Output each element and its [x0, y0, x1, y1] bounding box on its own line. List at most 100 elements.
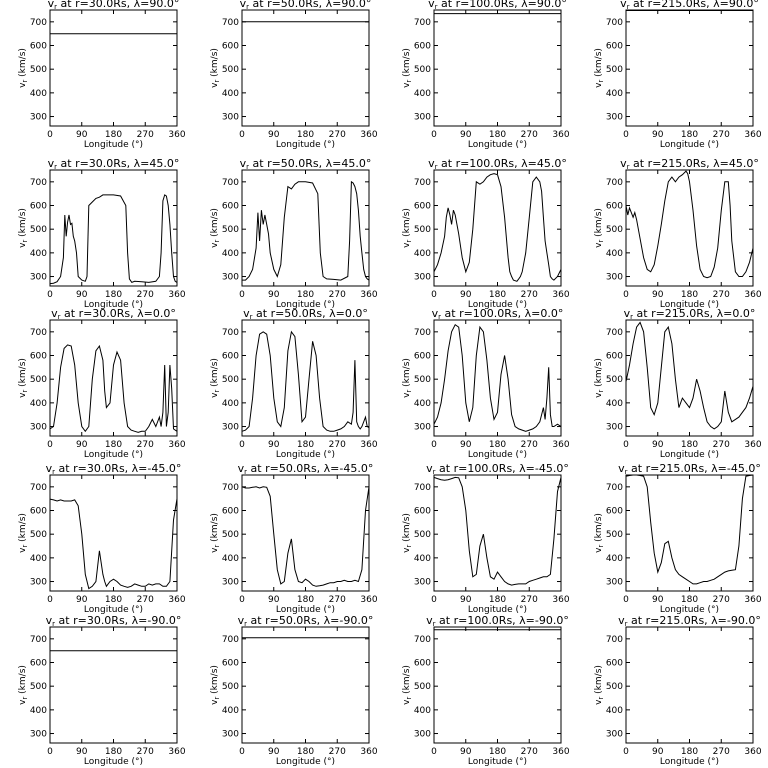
plot-frame: [241, 9, 370, 127]
panel-title: vr at r=215.0Rs, λ=45.0°: [620, 157, 759, 171]
y-axis-label: vr (km/s): [210, 48, 221, 88]
y-tick-label: 300: [414, 273, 431, 283]
y-tick-label: 700: [30, 483, 47, 493]
x-tick-label: 0: [623, 290, 629, 300]
plot-frame: [49, 474, 178, 592]
y-tick-label: 400: [30, 399, 47, 409]
y-tick-label: 600: [222, 507, 239, 517]
y-tick-label: 500: [30, 682, 47, 692]
series-line: [49, 498, 178, 590]
y-tick-label: 500: [222, 375, 239, 385]
y-axis-label: vr (km/s): [18, 513, 29, 553]
y-axis-label: vr (km/s): [402, 358, 413, 398]
x-tick-label: 0: [47, 130, 53, 140]
y-tick-label: 600: [606, 202, 623, 212]
y-axis-label: vr (km/s): [594, 513, 605, 553]
x-axis-label: Longitude (°): [468, 300, 527, 310]
y-tick-label: 300: [414, 730, 431, 740]
y-tick-label: 400: [606, 89, 623, 99]
y-tick-label: 700: [222, 483, 239, 493]
x-tick-label: 360: [360, 130, 377, 140]
chart-panel: vr at r=100.0Rs, λ=90.0° 0 90 180 270 360 300 4…: [402, 0, 570, 150]
y-tick-label: 400: [414, 89, 431, 99]
y-tick-label: 600: [222, 352, 239, 362]
y-axis-label: vr (km/s): [18, 208, 29, 248]
y-tick-label: 400: [606, 706, 623, 716]
y-tick-label: 500: [222, 65, 239, 75]
x-tick-label: 270: [329, 290, 346, 300]
y-tick-label: 500: [414, 65, 431, 75]
y-tick-label: 600: [222, 202, 239, 212]
panel-title: vr at r=100.0Rs, λ=45.0°: [428, 157, 567, 171]
y-tick-label: 500: [414, 682, 431, 692]
series-line: [241, 486, 370, 587]
panel-title: vr at r=50.0Rs, λ=0.0°: [243, 307, 368, 321]
y-axis-label: vr (km/s): [402, 208, 413, 248]
y-tick-label: 400: [606, 249, 623, 259]
y-axis-label: vr (km/s): [594, 358, 605, 398]
x-tick-label: 360: [552, 747, 569, 757]
x-axis-label: Longitude (°): [660, 450, 719, 460]
y-tick-label: 600: [30, 42, 47, 52]
x-tick-label: 180: [489, 440, 506, 450]
panel-title: vr at r=30.0Rs, λ=-45.0°: [46, 462, 182, 476]
x-tick-label: 90: [76, 440, 88, 450]
y-tick-label: 300: [222, 730, 239, 740]
x-tick-label: 180: [489, 130, 506, 140]
y-tick-label: 400: [414, 554, 431, 564]
y-tick-label: 400: [222, 399, 239, 409]
x-tick-label: 270: [521, 290, 538, 300]
panel-title: vr at r=215.0Rs, λ=-90.0°: [618, 614, 761, 628]
y-tick-label: 600: [606, 352, 623, 362]
x-tick-label: 270: [521, 440, 538, 450]
y-axis-label: vr (km/s): [18, 665, 29, 705]
plot-frame: [49, 626, 178, 744]
y-axis-label: vr (km/s): [402, 513, 413, 553]
x-tick-label: 270: [713, 290, 730, 300]
plot-frame: [241, 474, 370, 592]
y-tick-label: 500: [222, 225, 239, 235]
y-tick-label: 700: [30, 18, 47, 28]
y-tick-label: 400: [222, 249, 239, 259]
panel-title: vr at r=100.0Rs, λ=-45.0°: [426, 462, 569, 476]
x-tick-label: 270: [329, 130, 346, 140]
y-tick-label: 700: [606, 483, 623, 493]
x-tick-label: 180: [297, 440, 314, 450]
x-tick-label: 90: [76, 130, 88, 140]
x-tick-label: 90: [652, 290, 664, 300]
x-axis-label: Longitude (°): [84, 757, 143, 767]
y-tick-label: 400: [222, 89, 239, 99]
x-axis-label: Longitude (°): [276, 300, 335, 310]
y-tick-label: 500: [606, 682, 623, 692]
chart-panel: vr at r=30.0Rs, λ=0.0° 0 90 180 270 360 300 400…: [18, 307, 186, 460]
y-tick-label: 300: [606, 423, 623, 433]
chart-panel: vr at r=50.0Rs, λ=-90.0° 0 90 180 270 360 300 4…: [210, 614, 378, 767]
chart-panel: vr at r=215.0Rs, λ=-45.0° 0 90 180 270 360 300…: [594, 462, 762, 615]
x-tick-label: 270: [713, 595, 730, 605]
y-tick-label: 300: [30, 113, 47, 123]
y-tick-label: 400: [222, 706, 239, 716]
x-tick-label: 0: [239, 440, 245, 450]
y-tick-label: 700: [606, 178, 623, 188]
panel-title: vr at r=50.0Rs, λ=-90.0°: [238, 614, 374, 628]
y-tick-label: 600: [606, 42, 623, 52]
chart-panel: vr at r=215.0Rs, λ=0.0° 0 90 180 270 360 300 40…: [594, 307, 762, 460]
y-tick-label: 500: [222, 682, 239, 692]
x-axis-label: Longitude (°): [276, 757, 335, 767]
x-tick-label: 180: [489, 290, 506, 300]
plot-frame: [241, 626, 370, 744]
y-tick-label: 700: [30, 178, 47, 188]
y-tick-label: 300: [606, 730, 623, 740]
x-tick-label: 360: [360, 440, 377, 450]
y-tick-label: 300: [30, 578, 47, 588]
x-tick-label: 180: [105, 440, 122, 450]
x-tick-label: 0: [623, 747, 629, 757]
panel-title: vr at r=215.0Rs, λ=90.0°: [620, 0, 759, 11]
y-tick-label: 600: [414, 507, 431, 517]
x-tick-label: 90: [460, 747, 472, 757]
y-tick-label: 500: [30, 65, 47, 75]
series-line: [625, 170, 754, 279]
panel-title: vr at r=30.0Rs, λ=-90.0°: [46, 614, 182, 628]
y-tick-label: 600: [414, 352, 431, 362]
